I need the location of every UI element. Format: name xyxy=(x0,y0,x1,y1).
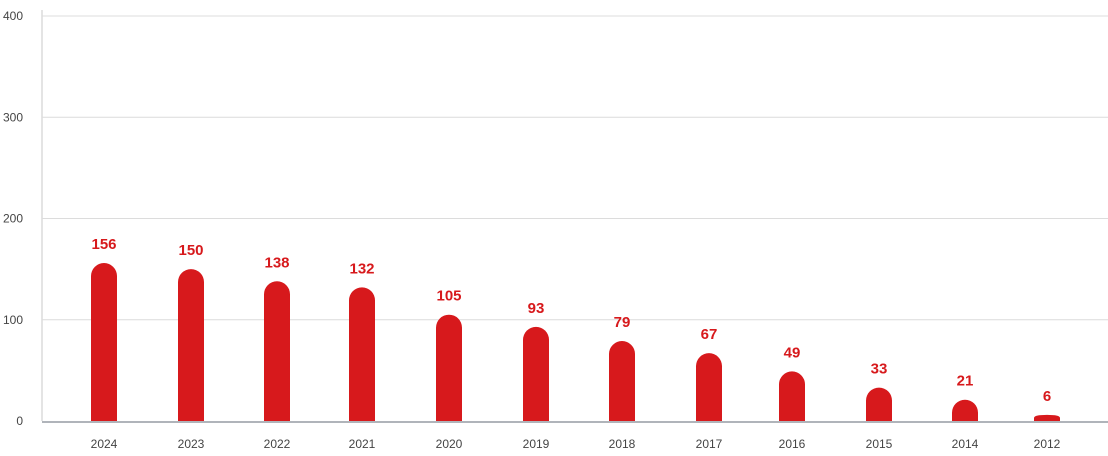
bar-2014 xyxy=(952,399,978,421)
x-tick-label: 2018 xyxy=(609,437,636,451)
x-tick-label: 2023 xyxy=(178,437,205,451)
data-label: 49 xyxy=(784,344,801,361)
x-tick-label: 2022 xyxy=(264,437,291,451)
bar-2017 xyxy=(696,353,722,421)
data-label: 67 xyxy=(701,326,718,343)
x-tick-label: 2017 xyxy=(696,437,723,451)
y-axis-ticks: 0 100 200 300 400 xyxy=(3,9,23,428)
bar-2016 xyxy=(779,371,805,421)
x-tick-label: 2020 xyxy=(436,437,463,451)
data-label: 150 xyxy=(178,242,203,259)
y-tick-label: 200 xyxy=(3,212,23,226)
data-label: 132 xyxy=(349,260,374,277)
bar-2024 xyxy=(91,263,117,421)
data-label: 105 xyxy=(436,288,461,305)
y-tick-label: 300 xyxy=(3,110,23,124)
x-tick-label: 2016 xyxy=(779,437,806,451)
data-label: 93 xyxy=(528,300,545,317)
y-tick-label: 0 xyxy=(16,414,23,428)
data-label: 21 xyxy=(957,373,974,390)
data-label: 33 xyxy=(871,361,888,378)
x-axis-ticks: 2024 2023 2022 2021 2020 2019 2018 2017 2016 2015… xyxy=(91,437,1061,451)
x-tick-label: 2019 xyxy=(523,437,550,451)
bars xyxy=(91,263,1060,421)
bar-2023 xyxy=(178,269,204,421)
data-label: 79 xyxy=(614,314,631,331)
x-tick-label: 2021 xyxy=(349,437,376,451)
bar-2019 xyxy=(523,326,549,421)
bar-2022 xyxy=(264,281,290,421)
bar-2018 xyxy=(609,341,635,421)
data-label: 6 xyxy=(1043,388,1051,405)
bar-2020 xyxy=(436,314,462,421)
x-tick-label: 2024 xyxy=(91,437,118,451)
x-tick-label: 2014 xyxy=(952,437,979,451)
x-tick-label: 2012 xyxy=(1034,437,1061,451)
data-label: 138 xyxy=(264,254,289,271)
gridlines xyxy=(41,10,1108,423)
data-label: 156 xyxy=(91,236,116,253)
data-labels: 156 150 138 132 105 93 79 67 49 33 21 6 xyxy=(91,236,1051,405)
y-tick-label: 100 xyxy=(3,313,23,327)
y-tick-label: 400 xyxy=(3,9,23,23)
bar-2012 xyxy=(1034,414,1060,421)
bar-2015 xyxy=(866,387,892,421)
bar-2021 xyxy=(349,287,375,421)
x-tick-label: 2015 xyxy=(866,437,893,451)
